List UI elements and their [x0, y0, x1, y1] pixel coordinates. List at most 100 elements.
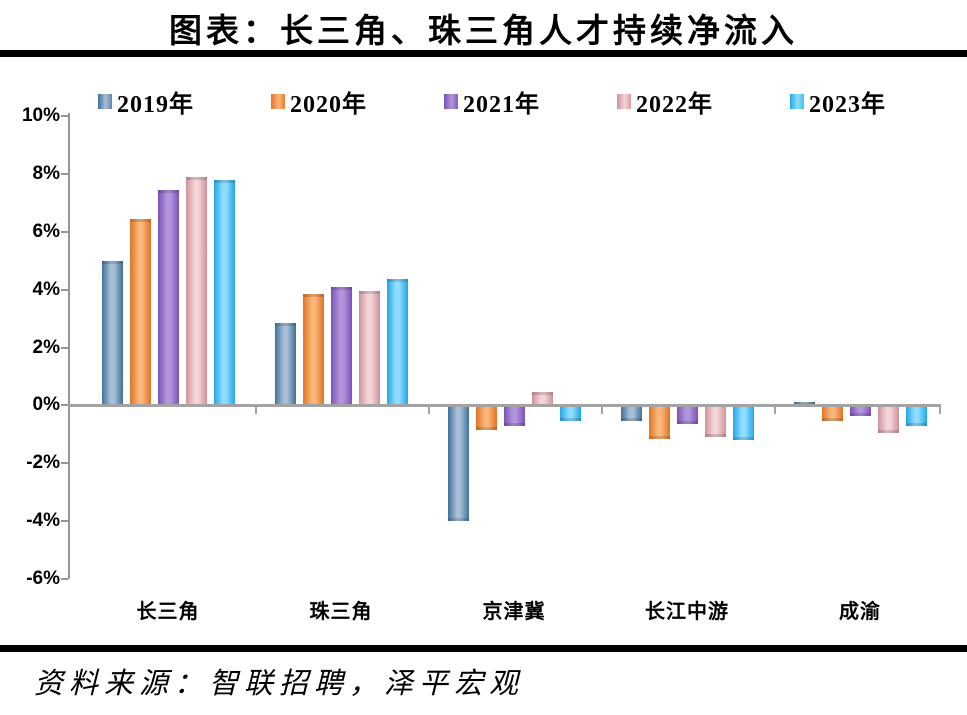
legend-swatch-icon [790, 94, 804, 109]
bar-cap-shading [849, 412, 871, 416]
bar-长三角-2020年 [129, 218, 151, 406]
y-tick [61, 172, 68, 175]
y-tick [61, 462, 68, 465]
bar-京津冀-2023年 [559, 405, 581, 422]
plot-area: 10% 8% 6% 4% 2% 0% -2% -4% -6% 长三角 珠三角 京津冀 长江中游 成渝 [22, 105, 941, 623]
bar-cap-shading [302, 293, 324, 297]
legend-label: 2020年 [290, 92, 367, 118]
bar-cap-shading [330, 286, 352, 290]
legend-item-2022年: 2022年 [617, 84, 713, 119]
top-divider [0, 50, 967, 57]
bar-cap-shading [447, 518, 469, 522]
bar-长江中游-2020年 [648, 405, 670, 439]
bar-长三角-2021年 [157, 189, 179, 406]
bar-京津冀-2020年 [475, 405, 497, 430]
x-axis-label-长三角: 长三角 [136, 601, 200, 623]
legend-label: 2019年 [117, 92, 194, 118]
y-tick [61, 404, 68, 407]
bar-京津冀-2019年 [447, 405, 469, 522]
bar-成渝-2019年 [793, 402, 815, 406]
chart-legend: 2019年 2020年 2021年 2022年 2023年 [68, 84, 948, 118]
y-axis-label: -6% [26, 568, 60, 589]
bar-cap-shading [732, 437, 754, 441]
legend-item-2021年: 2021年 [444, 84, 540, 119]
bar-cap-shading [821, 418, 843, 422]
bar-成渝-2020年 [821, 405, 843, 422]
legend-swatch-icon [98, 94, 112, 109]
chart-title: 图表：长三角、珠三角人才持续净流入 [169, 14, 798, 50]
y-axis-label: -2% [26, 452, 60, 474]
y-axis-label: 4% [32, 278, 60, 300]
bar-长三角-2019年 [101, 260, 123, 406]
x-axis-label-珠三角: 珠三角 [309, 601, 373, 623]
x-tick [254, 404, 257, 415]
legend-item-2019年: 2019年 [98, 84, 194, 119]
bar-cap-shading [213, 179, 235, 183]
bar-cap-shading [185, 176, 207, 180]
bar-成渝-2022年 [877, 405, 899, 433]
legend-item-2020年: 2020年 [271, 84, 367, 119]
bar-京津冀-2022年 [531, 392, 553, 406]
bar-珠三角-2022年 [358, 291, 380, 406]
bar-cap-shading [475, 426, 497, 430]
bar-cap-shading [559, 418, 581, 422]
x-axis-label-长江中游: 长江中游 [645, 601, 729, 623]
y-axis-label: 2% [32, 336, 60, 358]
bar-长江中游-2021年 [676, 405, 698, 425]
y-tick [61, 520, 68, 523]
bar-珠三角-2021年 [330, 286, 352, 406]
bar-cap-shading [358, 291, 380, 295]
x-tick [939, 404, 941, 415]
bar-cap-shading [877, 429, 899, 433]
y-axis-label: 8% [32, 162, 60, 184]
bar-cap-shading [648, 435, 670, 439]
y-tick [61, 115, 68, 117]
legend-label: 2021年 [463, 92, 540, 118]
y-axis-label: -4% [26, 510, 60, 532]
bar-长江中游-2023年 [732, 405, 754, 441]
y-tick [61, 288, 68, 291]
x-axis-label-京津冀: 京津冀 [482, 601, 546, 623]
bar-长江中游-2022年 [704, 405, 726, 438]
x-tick [600, 404, 603, 415]
x-axis-label-成渝: 成渝 [839, 601, 881, 623]
bar-cap-shading [905, 422, 927, 426]
bar-珠三角-2023年 [386, 279, 408, 406]
y-tick [61, 346, 68, 349]
bar-京津冀-2021年 [503, 405, 525, 426]
bar-cap-shading [793, 402, 815, 406]
bar-长江中游-2019年 [620, 405, 642, 422]
bar-cap-shading [620, 418, 642, 422]
x-axis [68, 404, 941, 408]
y-axis-label: 0% [32, 394, 60, 416]
y-axis-label: 6% [32, 220, 60, 242]
bar-成渝-2023年 [905, 405, 927, 426]
x-tick [773, 404, 776, 415]
y-tick [61, 578, 68, 580]
legend-label: 2023年 [809, 92, 886, 118]
bar-成渝-2021年 [849, 405, 871, 416]
bar-cap-shading [704, 434, 726, 438]
bar-cap-shading [157, 189, 179, 193]
y-axis [68, 113, 70, 579]
bar-珠三角-2020年 [302, 293, 324, 406]
legend-swatch-icon [444, 94, 458, 109]
legend-item-2023年: 2023年 [790, 84, 886, 119]
bar-cap-shading [503, 422, 525, 426]
legend-swatch-icon [271, 94, 285, 109]
y-tick [61, 230, 68, 233]
bar-长三角-2023年 [213, 179, 235, 406]
bar-cap-shading [676, 421, 698, 425]
legend-label: 2022年 [636, 92, 713, 118]
bar-珠三角-2019年 [274, 322, 296, 406]
bar-cap-shading [274, 322, 296, 326]
source-note: 资料来源：智联招聘，泽平宏观 [34, 668, 525, 700]
bar-cap-shading [101, 260, 123, 264]
bar-cap-shading [129, 218, 151, 222]
y-axis-label: 10% [21, 105, 60, 126]
legend-swatch-icon [617, 94, 631, 109]
bar-长三角-2022年 [185, 176, 207, 406]
bottom-divider [0, 645, 967, 652]
x-tick [427, 404, 430, 415]
